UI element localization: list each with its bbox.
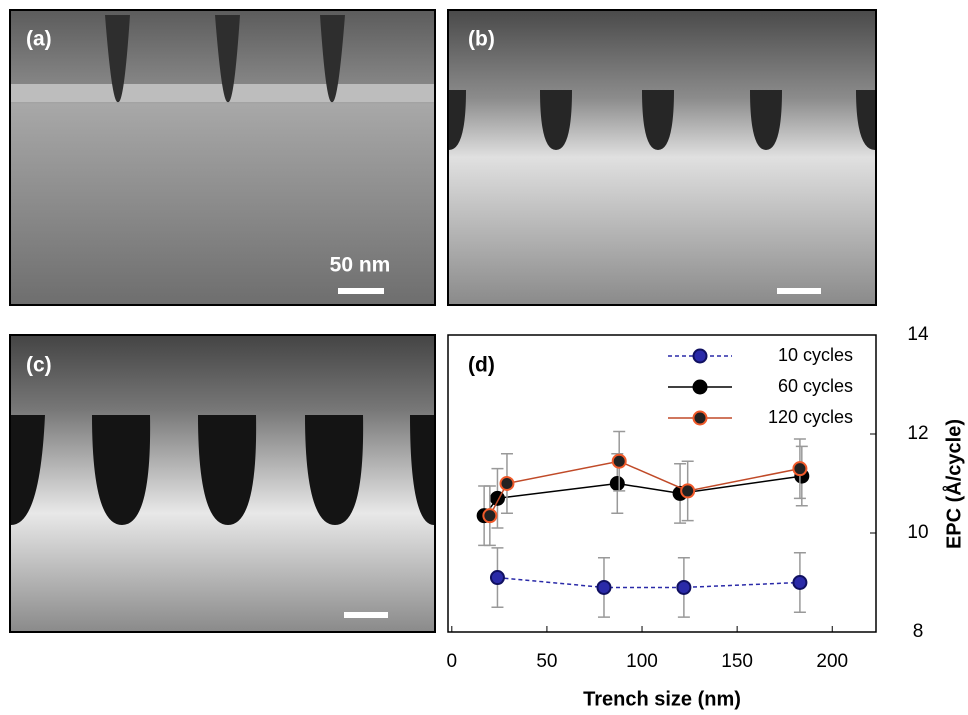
x-tick-label: 100 (626, 651, 658, 672)
panel-label: (a) (26, 28, 52, 51)
scale-label: 50 nm (330, 254, 391, 277)
x-tick-label: 0 (447, 651, 458, 672)
marker (500, 477, 513, 490)
marker (677, 581, 690, 594)
panel-label: (d) (468, 354, 495, 377)
y-tick-label: 8 (913, 621, 924, 642)
marker (597, 581, 610, 594)
y-tick-label: 14 (907, 324, 929, 345)
legend-marker (694, 381, 707, 394)
marker (681, 484, 694, 497)
legend-marker (694, 350, 707, 363)
marker (613, 455, 626, 468)
sem-image-a: (a) 50 nm (10, 10, 435, 305)
sem-image-c: (c) (10, 335, 435, 632)
panel-label: (c) (26, 354, 52, 377)
x-tick-label: 50 (536, 651, 557, 672)
legend-label: 60 cycles (778, 376, 853, 396)
y-axis-title: EPC (Å/cycle) (941, 419, 965, 549)
y-tick-label: 12 (907, 423, 928, 444)
marker (611, 477, 624, 490)
y-tick-label: 10 (907, 522, 928, 543)
legend-label: 120 cycles (768, 407, 853, 427)
panel-label: (b) (468, 28, 495, 51)
x-axis-title: Trench size (nm) (583, 688, 741, 710)
x-tick-label: 150 (721, 651, 753, 672)
marker (793, 462, 806, 475)
legend-label: 10 cycles (778, 345, 853, 365)
figure: (a) 50 nm (b) (c) (d) Trench size (nm) E… (0, 0, 968, 715)
sem-image-b: (b) (448, 10, 876, 305)
marker (793, 576, 806, 589)
marker (483, 509, 496, 522)
x-tick-label: 200 (816, 651, 848, 672)
marker (491, 571, 504, 584)
legend-marker (694, 412, 707, 425)
